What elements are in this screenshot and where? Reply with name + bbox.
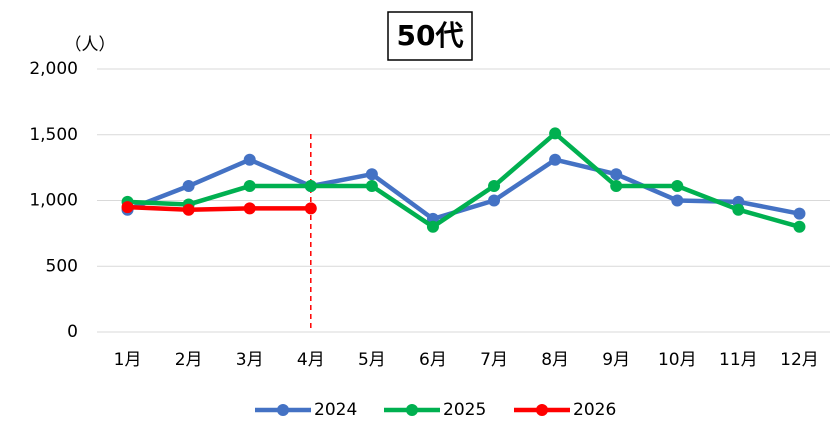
- x-tick-label: 8月: [541, 350, 569, 370]
- series-line: [127, 131, 801, 230]
- x-tick-label: 7月: [480, 350, 508, 370]
- series-line: [127, 204, 311, 212]
- x-tick-label: 5月: [358, 350, 386, 370]
- data-point: [549, 127, 562, 140]
- data-point: [549, 153, 562, 166]
- y-tick-label: 1,000: [29, 191, 78, 211]
- data-point: [732, 203, 745, 216]
- y-unit: （人）: [65, 35, 116, 55]
- legend-label: 2025: [443, 400, 486, 420]
- y-tick-label: 2,000: [29, 59, 78, 79]
- chart-title: 50代: [397, 19, 464, 52]
- legend-marker: [536, 404, 548, 416]
- data-point: [365, 180, 378, 193]
- x-tick-label: 10月: [658, 350, 697, 370]
- data-point: [243, 153, 256, 166]
- series-line: [126, 157, 800, 222]
- data-point: [365, 168, 378, 181]
- data-point: [243, 180, 256, 193]
- y-tick-label: 0: [67, 322, 78, 342]
- x-tick-label: 1月: [114, 350, 142, 370]
- data-point: [426, 220, 439, 233]
- data-point: [121, 201, 134, 214]
- x-tick-label: 9月: [602, 350, 630, 370]
- data-point: [793, 220, 806, 233]
- x-tick-label: 2月: [175, 350, 203, 370]
- x-tick-label: 4月: [297, 350, 325, 370]
- x-tick-label: 6月: [419, 350, 447, 370]
- y-tick-label: 500: [46, 256, 78, 276]
- legend-marker: [406, 404, 418, 416]
- data-point: [610, 168, 623, 181]
- x-tick-label: 3月: [236, 350, 264, 370]
- data-point: [671, 194, 684, 207]
- data-point: [182, 203, 195, 216]
- y-tick-label: 1,500: [29, 125, 78, 145]
- data-point: [182, 180, 195, 193]
- x-tick-label: 12月: [780, 350, 819, 370]
- title-box: [387, 11, 473, 61]
- data-point: [488, 194, 501, 207]
- data-point: [610, 180, 623, 193]
- data-point: [304, 202, 317, 215]
- data-point: [793, 207, 806, 220]
- data-point: [243, 202, 256, 215]
- data-point: [304, 180, 317, 193]
- legend-label: 2024: [314, 400, 357, 420]
- x-tick-label: 11月: [719, 350, 758, 370]
- legend-label: 2026: [573, 400, 616, 420]
- data-point: [488, 180, 501, 193]
- data-point: [671, 180, 684, 193]
- legend-marker: [277, 404, 289, 416]
